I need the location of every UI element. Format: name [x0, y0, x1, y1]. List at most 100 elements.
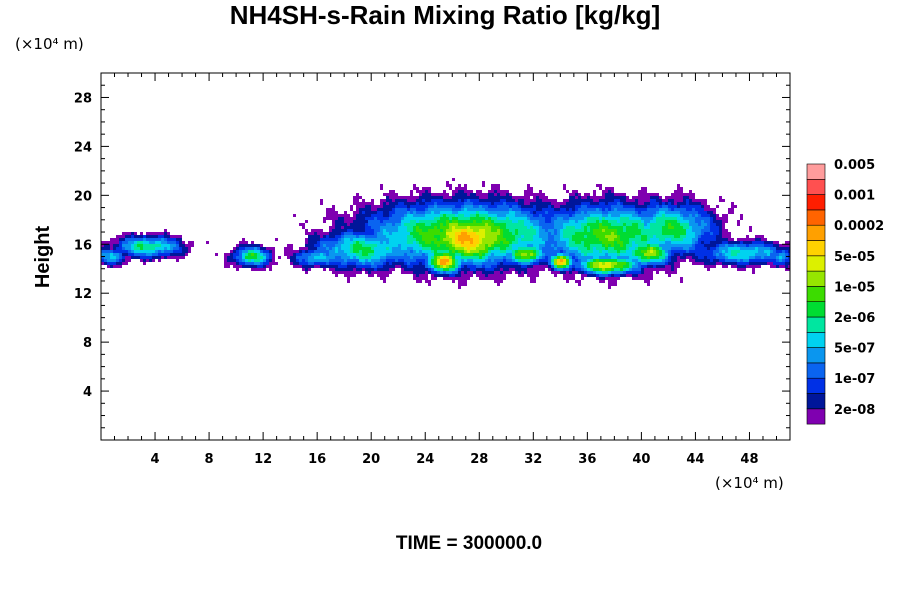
contour-cell: [437, 202, 464, 205]
contour-cell: [494, 241, 500, 244]
contour-cell: [560, 205, 575, 208]
contour-cell: [611, 265, 614, 268]
contour-cell: [338, 250, 344, 253]
contour-cell: [428, 271, 431, 274]
contour-cell: [320, 244, 323, 247]
contour-cell: [353, 238, 365, 241]
contour-cell: [428, 205, 434, 208]
contour-cell: [689, 214, 692, 217]
contour-cell: [590, 259, 593, 262]
contour-cell: [563, 253, 569, 256]
contour-cell: [755, 256, 761, 259]
contour-cell: [428, 265, 431, 268]
contour-cell: [746, 244, 749, 247]
contour-cell: [455, 250, 458, 253]
contour-cell: [149, 259, 152, 262]
contour-cell: [374, 217, 377, 220]
contour-cell: [545, 253, 557, 256]
contour-cell: [386, 259, 395, 262]
contour-cell: [464, 247, 467, 250]
contour-cell: [299, 259, 302, 262]
contour-cell: [680, 223, 689, 226]
contour-cell: [167, 247, 170, 250]
contour-cell: [128, 253, 134, 256]
contour-cell: [431, 211, 434, 214]
contour-cell: [584, 265, 587, 268]
contour-cell: [650, 199, 656, 202]
contour-cell: [686, 232, 695, 235]
contour-cell: [272, 250, 275, 253]
contour-cell: [614, 247, 626, 250]
contour-cell: [419, 226, 434, 229]
contour-cell: [389, 196, 419, 199]
contour-cell: [716, 235, 722, 238]
contour-cell: [572, 259, 575, 262]
contour-cell: [728, 244, 734, 247]
contour-cell: [149, 241, 155, 244]
contour-cell: [623, 268, 626, 271]
contour-cell: [455, 205, 461, 208]
contour-cell: [257, 256, 263, 259]
contour-cell: [647, 238, 650, 241]
contour-cell: [692, 199, 707, 202]
contour-cell: [410, 193, 413, 196]
contour-cell: [689, 199, 692, 202]
contour-cell: [605, 187, 614, 190]
contour-cell: [605, 244, 608, 247]
contour-cell: [659, 205, 662, 208]
contour-cell: [458, 286, 461, 289]
contour-cell: [437, 244, 440, 247]
contour-cell: [467, 259, 473, 262]
contour-cell: [509, 244, 512, 247]
contour-cell: [431, 262, 434, 265]
contour-cell: [452, 190, 458, 193]
contour-cell: [461, 205, 464, 208]
contour-cell: [578, 193, 581, 196]
contour-cell: [632, 223, 638, 226]
contour-cell: [581, 265, 584, 268]
contour-cell: [401, 217, 404, 220]
contour-cell: [716, 262, 722, 265]
contour-cell: [614, 241, 617, 244]
contour-cell: [485, 208, 509, 211]
contour-cell: [464, 184, 467, 187]
contour-cell: [362, 250, 374, 253]
contour-cell: [449, 259, 452, 262]
contour-cell: [443, 271, 446, 274]
contour-cell: [524, 235, 533, 238]
contour-cell: [731, 253, 737, 256]
contour-cell: [515, 253, 521, 256]
contour-cell: [452, 196, 479, 199]
contour-cell: [446, 232, 455, 235]
y-tick-label: 24: [74, 140, 92, 155]
contour-cell: [437, 265, 440, 268]
contour-cell: [605, 193, 614, 196]
contour-cell: [539, 244, 545, 247]
contour-cell: [419, 262, 422, 265]
contour-cell: [533, 259, 536, 262]
contour-cell: [551, 262, 554, 265]
contour-cell: [608, 250, 617, 253]
contour-cell: [263, 256, 266, 259]
contour-cell: [413, 187, 419, 190]
contour-cell: [488, 211, 509, 214]
contour-cell: [578, 256, 593, 259]
contour-cell: [770, 247, 776, 250]
contour-cell: [584, 229, 587, 232]
contour-cell: [707, 211, 713, 214]
contour-cell: [377, 244, 398, 247]
contour-cell: [506, 202, 518, 205]
contour-cell: [548, 232, 551, 235]
contour-cell: [404, 259, 416, 262]
contour-cell: [425, 223, 431, 226]
contour-cell: [752, 271, 755, 274]
contour-cell: [461, 259, 464, 262]
contour-cell: [710, 214, 716, 217]
contour-cell: [335, 226, 341, 229]
contour-cell: [551, 217, 557, 220]
contour-cell: [665, 250, 668, 253]
contour-cell: [431, 247, 449, 250]
contour-cell: [560, 232, 563, 235]
contour-cell: [407, 211, 410, 214]
contour-cell: [602, 211, 608, 214]
